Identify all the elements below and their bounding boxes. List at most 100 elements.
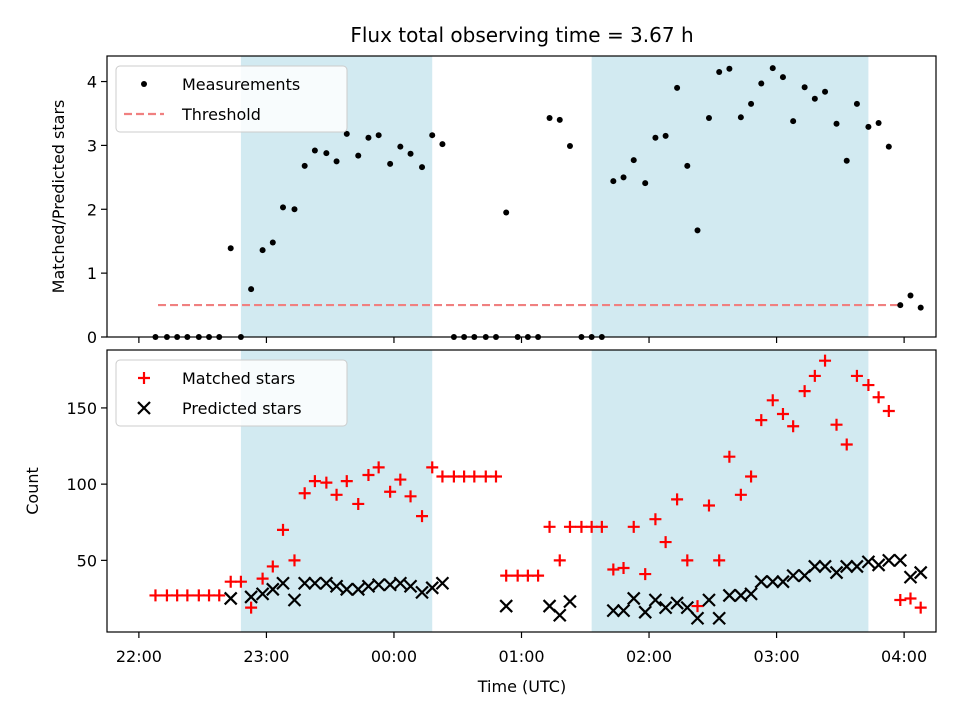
measurements-point-27 bbox=[439, 141, 446, 148]
matched-stars-point-13 bbox=[288, 554, 301, 567]
matched-stars-point-29 bbox=[458, 470, 471, 483]
measurements-point-48 bbox=[662, 132, 669, 139]
measurements-point-33 bbox=[503, 209, 510, 216]
measurements-point-45 bbox=[630, 157, 637, 164]
measurements-point-64 bbox=[833, 120, 840, 127]
measurements-point-39 bbox=[566, 143, 573, 150]
y-axis-label-top: Matched/Predicted stars bbox=[49, 100, 68, 294]
predicted-stars-point-10 bbox=[339, 582, 354, 597]
x-tick-label-1: 23:00 bbox=[243, 647, 289, 666]
matched-stars-point-24 bbox=[404, 490, 417, 503]
measurements-point-49 bbox=[674, 84, 681, 91]
top-panel: 0 1 2 3 4 Matched/Predicted stars Measurements… bbox=[49, 55, 937, 347]
measurements-point-44 bbox=[620, 174, 627, 181]
matched-stars-point-38 bbox=[553, 554, 566, 567]
matched-stars-point-66 bbox=[850, 369, 863, 382]
legend-marker-matched bbox=[138, 372, 150, 384]
matched-stars-point-9 bbox=[245, 601, 258, 614]
measurements-point-59 bbox=[779, 74, 786, 81]
x-tick-label-5: 03:00 bbox=[754, 647, 800, 666]
measurements-point-52 bbox=[705, 114, 712, 121]
legend-box-top bbox=[115, 65, 348, 133]
matched-stars-point-18 bbox=[340, 475, 353, 488]
predicted-stars-point-35 bbox=[722, 588, 737, 603]
predicted-stars-point-23 bbox=[563, 594, 577, 609]
matched-stars-point-65 bbox=[840, 438, 853, 451]
predicted-stars-point-48 bbox=[861, 555, 876, 569]
chart-title: Flux total observing time = 3.67 h bbox=[350, 23, 693, 47]
matched-stars-point-56 bbox=[745, 470, 758, 483]
predicted-stars-point-49 bbox=[871, 558, 886, 572]
predicted-stars-point-1 bbox=[244, 590, 258, 604]
predicted-stars-point-50 bbox=[882, 553, 896, 568]
matched-stars-point-20 bbox=[362, 468, 375, 481]
measurements-point-26 bbox=[429, 132, 436, 139]
measurements-point-68 bbox=[875, 120, 882, 127]
predicted-stars-point-11 bbox=[351, 582, 366, 597]
legend-box-bottom bbox=[115, 359, 348, 427]
measurements-point-63 bbox=[822, 88, 829, 95]
measurements-point-22 bbox=[387, 160, 394, 167]
matched-stars-point-41 bbox=[585, 520, 598, 533]
matched-stars-point-61 bbox=[798, 385, 811, 398]
measurements-point-16 bbox=[323, 150, 330, 157]
predicted-stars-point-31 bbox=[680, 600, 695, 615]
predicted-stars-point-44 bbox=[818, 559, 832, 574]
x-tick-label-6: 04:00 bbox=[881, 647, 927, 666]
matched-stars-point-2 bbox=[171, 589, 184, 602]
legend-label-bottom-0: Matched stars bbox=[182, 369, 295, 388]
predicted-stars-point-19 bbox=[435, 576, 450, 590]
matched-stars-point-14 bbox=[298, 487, 311, 500]
matched-stars-point-72 bbox=[914, 601, 927, 614]
measurements-point-13 bbox=[291, 206, 298, 213]
matched-stars-point-31 bbox=[479, 470, 492, 483]
measurements-point-65 bbox=[843, 157, 850, 164]
measurements-point-17 bbox=[333, 158, 340, 165]
matched-stars-point-19 bbox=[352, 497, 365, 510]
legend-label-top-1: Threshold bbox=[181, 105, 261, 124]
predicted-stars-point-9 bbox=[329, 579, 344, 594]
predicted-stars-point-25 bbox=[616, 603, 631, 618]
y-tick-label-bottom-2: 150 bbox=[66, 399, 97, 418]
predicted-stars-point-39 bbox=[765, 574, 780, 589]
matched-stars-point-60 bbox=[787, 420, 800, 433]
x-axis-label: Time (UTC) bbox=[477, 677, 566, 696]
measurements-point-62 bbox=[811, 95, 818, 102]
matched-stars-point-54 bbox=[723, 450, 736, 463]
matched-stars-point-10 bbox=[256, 572, 269, 585]
matched-stars-point-27 bbox=[436, 470, 449, 483]
measurements-point-18 bbox=[343, 130, 350, 137]
measurements-point-71 bbox=[907, 292, 914, 299]
predicted-stars-point-53 bbox=[913, 565, 928, 580]
predicted-stars-point-43 bbox=[808, 559, 822, 574]
predicted-stars-point-3 bbox=[266, 582, 280, 597]
matched-stars-point-45 bbox=[627, 520, 640, 533]
predicted-stars-point-8 bbox=[319, 576, 334, 590]
matched-stars-point-5 bbox=[203, 589, 216, 602]
predicted-stars-point-15 bbox=[393, 576, 408, 590]
measurements-point-25 bbox=[419, 164, 426, 171]
measurements-point-23 bbox=[397, 143, 404, 150]
predicted-stars-point-34 bbox=[712, 611, 726, 626]
x-tick-label-0: 22:00 bbox=[116, 647, 162, 666]
measurements-point-20 bbox=[365, 134, 372, 141]
predicted-stars-point-7 bbox=[308, 576, 322, 590]
matched-stars-point-25 bbox=[416, 510, 429, 523]
matched-stars-point-12 bbox=[277, 523, 290, 536]
measurements-point-38 bbox=[556, 116, 563, 123]
matched-stars-point-16 bbox=[320, 476, 333, 489]
y-tick-label-top-4: 4 bbox=[87, 73, 97, 92]
predicted-stars-point-4 bbox=[276, 576, 290, 590]
matched-stars-point-33 bbox=[500, 569, 513, 582]
measurements-point-15 bbox=[311, 147, 318, 154]
measurements-point-53 bbox=[716, 68, 723, 75]
y-tick-label-bottom-1: 100 bbox=[66, 475, 97, 494]
matched-stars-point-17 bbox=[330, 488, 343, 501]
predicted-stars-point-20 bbox=[499, 599, 513, 613]
predicted-stars-point-0 bbox=[223, 591, 238, 606]
matched-stars-point-43 bbox=[607, 563, 620, 576]
measurements-point-12 bbox=[280, 204, 287, 211]
measurements-point-70 bbox=[897, 302, 904, 309]
matched-stars-point-26 bbox=[426, 461, 439, 474]
matched-stars-point-59 bbox=[776, 408, 789, 421]
